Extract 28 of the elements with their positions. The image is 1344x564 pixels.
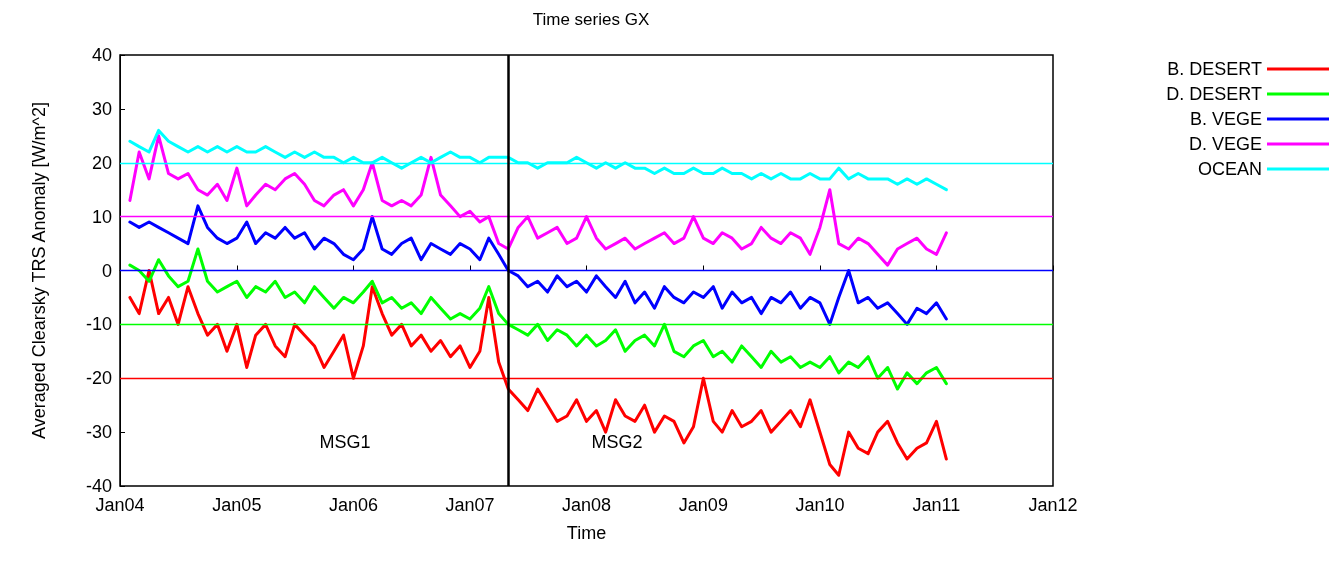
- annotation: MSG1: [319, 432, 371, 452]
- legend-label: D. VEGE: [1188, 134, 1262, 154]
- y-axis-title: Averaged Clearsky TRS Anomaly [W/m^2]: [29, 102, 49, 439]
- legend-label: D. DESERT: [1166, 84, 1262, 104]
- annotation: MSG2: [591, 432, 643, 452]
- y-tick-label: 20: [91, 152, 112, 173]
- y-tick-label: -20: [85, 368, 112, 389]
- y-tick-label: -10: [85, 314, 112, 335]
- legend-label: B. VEGE: [1189, 109, 1262, 129]
- x-tick-label: Jan10: [795, 495, 845, 515]
- x-tick-label: Jan11: [912, 495, 961, 515]
- y-tick-label: -30: [85, 422, 112, 443]
- y-tick-label: 40: [91, 45, 112, 65]
- y-tick-label: 30: [91, 98, 112, 119]
- legend-label: OCEAN: [1197, 159, 1262, 179]
- legend-label: B. DESERT: [1167, 59, 1262, 79]
- x-tick-label: Jan06: [328, 495, 378, 515]
- x-tick-label: Jan07: [445, 495, 495, 515]
- x-tick-label: Jan08: [561, 495, 612, 515]
- chart-title: Time series GX: [532, 10, 650, 29]
- x-tick-label: Jan05: [212, 495, 262, 515]
- y-tick-label: 10: [91, 206, 112, 227]
- x-tick-label: Jan09: [678, 495, 728, 515]
- y-tick-label: -40: [85, 476, 112, 496]
- x-axis-title: Time: [566, 523, 607, 543]
- y-tick-label: 0: [101, 260, 112, 281]
- x-tick-label: Jan04: [95, 495, 145, 515]
- x-tick-label: Jan12: [1028, 495, 1078, 515]
